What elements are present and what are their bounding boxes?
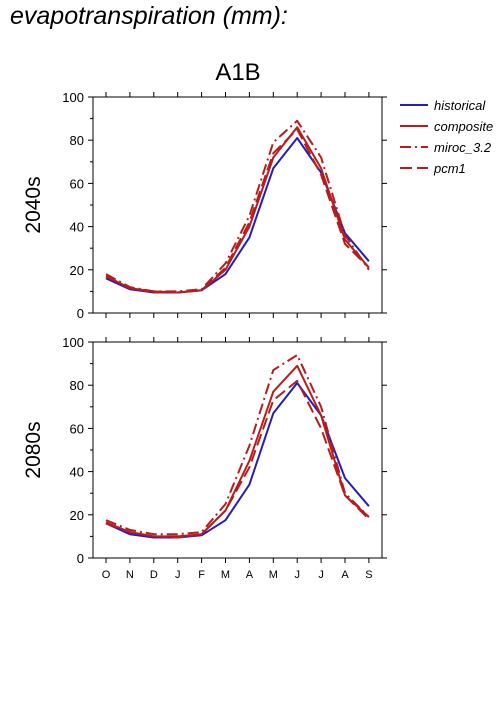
y-tick-label: 100 [62,90,84,105]
x-tick-label: M [269,569,278,581]
panel-2040s: 0 20 40 60 80 100 2040s [22,90,387,321]
x-tick-label: A [246,569,254,581]
x-tick-label: F [198,569,205,581]
x-tick-label: A [341,569,349,581]
x-tick-label: O [102,569,111,581]
row-label: 2080s [22,421,45,478]
series-line-miroc_3.2 [105,119,370,293]
x-tick-label: J [318,569,324,581]
y-tick-label: 40 [70,465,84,480]
y-tick-label: 80 [70,133,84,148]
legend-label-composite: composite [434,119,493,134]
plot-frame [92,341,383,559]
x-tick-label: S [365,569,372,581]
chart-panels: 0 20 40 60 80 100 2040s 0 20 40 60 80 100 2080s O N D J F M… [22,90,387,581]
y-tick-label: 20 [70,263,84,278]
legend-label-pcm1: pcm1 [433,161,466,176]
page-title: evapotranspiration (mm): [10,2,288,30]
y-tick-label: 0 [77,551,84,566]
y-tick-label: 20 [70,508,84,523]
y-tick-label: 0 [77,306,84,321]
x-tick-label: J [294,569,300,581]
legend-label-miroc_3.2: miroc_3.2 [434,140,492,155]
y-tick-label: 40 [70,220,84,235]
scenario-title: A1B [215,59,260,86]
series-line-pcm1 [105,379,370,539]
x-tick-label: M [221,569,230,581]
panel-2080s: 0 20 40 60 80 100 2080s [22,335,387,566]
y-tick-label: 60 [70,176,84,191]
x-tick-label: D [150,569,158,581]
x-tick-label: J [175,569,181,581]
y-tick-label: 100 [62,335,84,350]
series-line-historical [105,137,370,294]
plot-frame [92,96,383,314]
x-tick-label: N [126,569,134,581]
series-line-composite [105,126,370,294]
series-line-historical [105,382,370,539]
row-label: 2040s [22,176,45,233]
series-line-pcm1 [105,128,370,294]
series-line-miroc_3.2 [105,354,370,536]
legend-label-historical: historical [434,98,486,113]
legend: historical composite miroc_3.2 pcm1 [400,98,493,176]
y-tick-label: 60 [70,421,84,436]
y-tick-label: 80 [70,378,84,393]
